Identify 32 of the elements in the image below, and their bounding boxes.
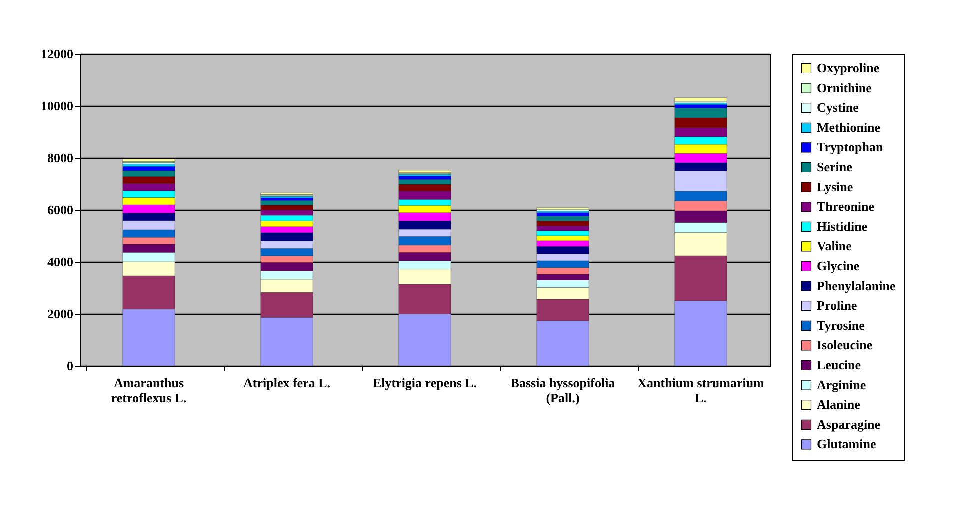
y-tick-label: 2000 xyxy=(48,306,74,322)
legend-label: Asparagine xyxy=(817,416,881,432)
legend-label: Serine xyxy=(817,160,853,174)
legend-label: Threonine xyxy=(817,199,875,214)
legend-label: Histidine xyxy=(817,218,868,234)
legend-label: Tyrosine xyxy=(817,318,866,333)
legend-label: Leucine xyxy=(817,358,862,372)
x-tick-label: Amaranthus retroflexus L. xyxy=(111,376,187,406)
legend-label: Tryptophan xyxy=(817,140,884,155)
legend-label: Glutamine xyxy=(817,436,876,452)
y-tick-label: 6000 xyxy=(48,202,74,218)
y-tick-label: 10000 xyxy=(41,98,74,114)
x-tick-label: Atriplex fera L. xyxy=(243,376,331,390)
x-tick-label: Elytrigia repens L. xyxy=(372,376,478,390)
legend-label: Valine xyxy=(817,238,852,254)
y-tick-label: 8000 xyxy=(48,150,74,166)
legend-label: Glycine xyxy=(817,258,860,274)
x-tick-label: Xanthium strumarium L. xyxy=(638,376,765,406)
y-tick-label: 12000 xyxy=(41,46,74,62)
legend-label: Oxyproline xyxy=(817,60,880,76)
x-tick-label: Bassia hyssopifolia (Pall.) xyxy=(510,376,616,406)
legend-label: Cystine xyxy=(817,100,860,116)
legend-label: Phenylalanine xyxy=(817,278,896,294)
legend-label: Ornithine xyxy=(817,80,872,96)
legend-label: Arginine xyxy=(817,377,866,392)
y-tick-label: 4000 xyxy=(48,254,74,270)
y-tick-label: 0 xyxy=(67,358,74,374)
legend-label: Proline xyxy=(817,298,858,314)
legend-label: Alanine xyxy=(817,397,861,412)
legend-label: Lysine xyxy=(817,179,854,194)
legend-label: Isoleucine xyxy=(817,338,873,353)
legend-label: Methionine xyxy=(817,120,881,135)
